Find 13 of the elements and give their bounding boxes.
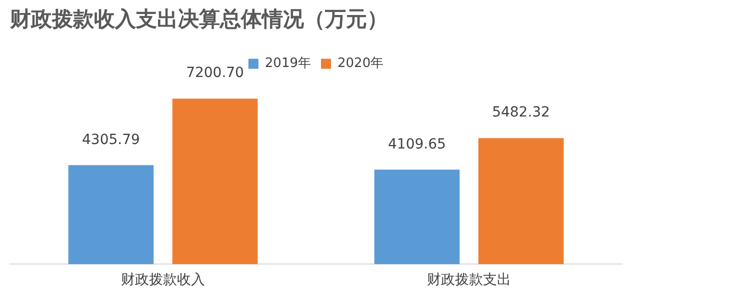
data-label: 4305.79	[82, 132, 140, 148]
bar	[68, 165, 154, 264]
data-label: 5482.32	[492, 104, 550, 121]
chart-title: 财政拨款收入支出决算总体情况（万元）	[9, 7, 388, 32]
bar	[478, 138, 564, 264]
legend-label: 2020年	[338, 56, 384, 72]
bar	[374, 170, 460, 264]
x-tick-label: 财政拨款支出	[427, 272, 511, 288]
x-tick-label: 财政拨款收入	[121, 272, 205, 288]
legend-label: 2019年	[264, 56, 312, 72]
data-label: 7200.70	[186, 65, 244, 82]
data-label: 4109.65	[388, 136, 446, 152]
bar	[172, 98, 258, 264]
